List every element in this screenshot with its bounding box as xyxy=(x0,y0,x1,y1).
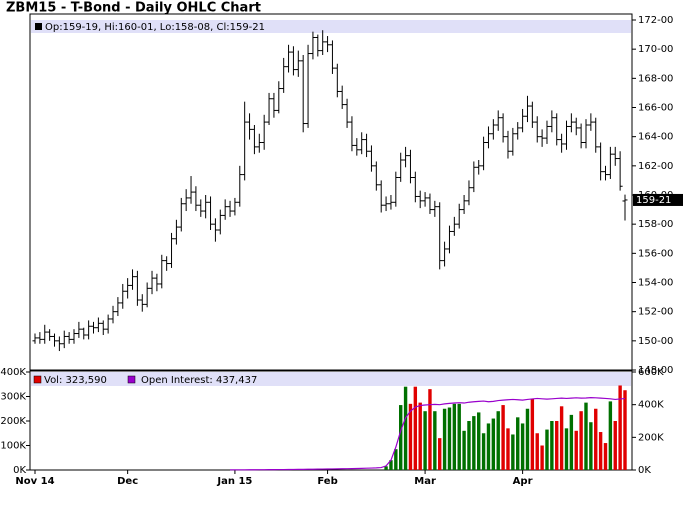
last-price-label: 159-21 xyxy=(636,195,671,206)
y-tick-label: 168-00 xyxy=(638,73,673,84)
volume-bar xyxy=(491,418,496,470)
volume-bar xyxy=(486,423,491,470)
volume-bar xyxy=(457,403,461,470)
volume-bar xyxy=(452,403,457,470)
volume-bar xyxy=(559,406,564,470)
volume-bar xyxy=(511,434,515,470)
volume-legend-swatch xyxy=(33,375,42,384)
oi-legend-swatch xyxy=(127,375,136,384)
volume-bar xyxy=(501,405,505,470)
volume-bar xyxy=(520,423,525,470)
volume-bar xyxy=(589,422,593,470)
volume-bar xyxy=(481,433,486,470)
y-tick-label: 0K xyxy=(13,465,26,476)
volume-bar xyxy=(477,412,481,470)
volume-bar xyxy=(525,408,530,470)
volume-bar xyxy=(574,430,578,470)
y2-tick-label: 600K xyxy=(638,367,664,378)
last-price-box xyxy=(633,193,683,206)
y-tick-label: 152-00 xyxy=(638,307,673,318)
volume-bar xyxy=(472,416,476,470)
volume-bar xyxy=(569,414,574,470)
volume-bar xyxy=(438,438,442,470)
y-tick-label: 164-00 xyxy=(638,132,673,143)
y-tick-label: 172-00 xyxy=(638,15,673,26)
volume-bar xyxy=(389,460,393,470)
volume-bar xyxy=(418,402,422,470)
x-tick-label: Feb xyxy=(317,476,337,487)
volume-legend-strip xyxy=(31,372,631,386)
volume-bar xyxy=(399,405,403,470)
y2-tick-label: 400K xyxy=(638,400,664,411)
x-tick-label: Mar xyxy=(414,476,436,487)
y-tick-label: 154-00 xyxy=(638,278,673,289)
volume-bar xyxy=(433,411,437,470)
y-tick-label: 400K xyxy=(0,367,26,378)
open-interest-line xyxy=(230,397,626,471)
volume-bar xyxy=(594,408,598,470)
x-tick-label: Dec xyxy=(117,476,138,487)
y-tick-label: 162-00 xyxy=(638,161,673,172)
volume-bar xyxy=(613,421,617,470)
volume-bar xyxy=(384,466,388,470)
x-tick-label: Jan 15 xyxy=(216,476,252,487)
volume-bar xyxy=(408,403,413,470)
volume-bar xyxy=(603,443,608,470)
y-tick-label: 166-00 xyxy=(638,103,673,114)
volume-bar xyxy=(598,432,603,470)
volume-bar xyxy=(579,411,583,470)
volume-bar xyxy=(540,445,544,470)
volume-bar xyxy=(413,386,418,470)
y-tick-label: 150-00 xyxy=(638,336,673,347)
volume-bar xyxy=(608,401,613,470)
price-legend-strip xyxy=(31,20,631,33)
volume-bar xyxy=(618,385,622,470)
y2-tick-label: 0K xyxy=(638,465,651,476)
chart-title: ZBM15 - T-Bond - Daily OHLC Chart xyxy=(6,1,261,16)
y-tick-label: 170-00 xyxy=(638,44,673,55)
y-tick-label: 148-00 xyxy=(638,365,673,376)
volume-bar xyxy=(462,430,466,470)
volume-bar xyxy=(423,411,427,470)
x-tick-label: Nov 14 xyxy=(15,476,54,487)
price-panel xyxy=(29,13,633,371)
volume-bar xyxy=(394,449,398,470)
volume-bar xyxy=(506,428,510,470)
volume-bar xyxy=(530,398,535,470)
price-legend-swatch xyxy=(35,23,42,30)
y2-tick-label: 200K xyxy=(638,432,664,443)
volume-bar xyxy=(467,421,471,470)
y-tick-label: 200K xyxy=(0,416,26,427)
volume-bar xyxy=(545,429,549,470)
volume-bar xyxy=(428,389,432,470)
volume-bar xyxy=(550,421,554,470)
volume-bar xyxy=(555,421,559,470)
x-tick-label: Apr xyxy=(513,476,533,487)
volume-bar xyxy=(516,417,520,470)
volume-bar xyxy=(584,402,588,470)
y-tick-label: 300K xyxy=(0,392,26,403)
y-tick-label: 100K xyxy=(0,441,26,452)
oi-legend: Open Interest: 437,437 xyxy=(141,375,257,386)
volume-legend: Vol: 323,590 xyxy=(44,375,107,386)
volume-bar xyxy=(535,433,539,470)
volume-bar xyxy=(623,390,627,470)
y-tick-label: 158-00 xyxy=(638,219,673,230)
price-legend: Op:159-19, Hi:160-01, Lo:158-08, Cl:159-… xyxy=(45,22,265,33)
volume-bar xyxy=(564,428,569,470)
volume-bar xyxy=(447,407,452,470)
volume-bar xyxy=(403,386,408,470)
volume-bar xyxy=(442,408,447,470)
volume-bar xyxy=(496,411,500,470)
y-tick-label: 156-00 xyxy=(638,248,673,259)
